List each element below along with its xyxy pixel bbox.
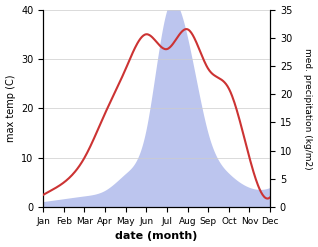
Y-axis label: max temp (C): max temp (C) [5, 75, 16, 142]
Y-axis label: med. precipitation (kg/m2): med. precipitation (kg/m2) [303, 48, 313, 169]
X-axis label: date (month): date (month) [115, 231, 198, 242]
